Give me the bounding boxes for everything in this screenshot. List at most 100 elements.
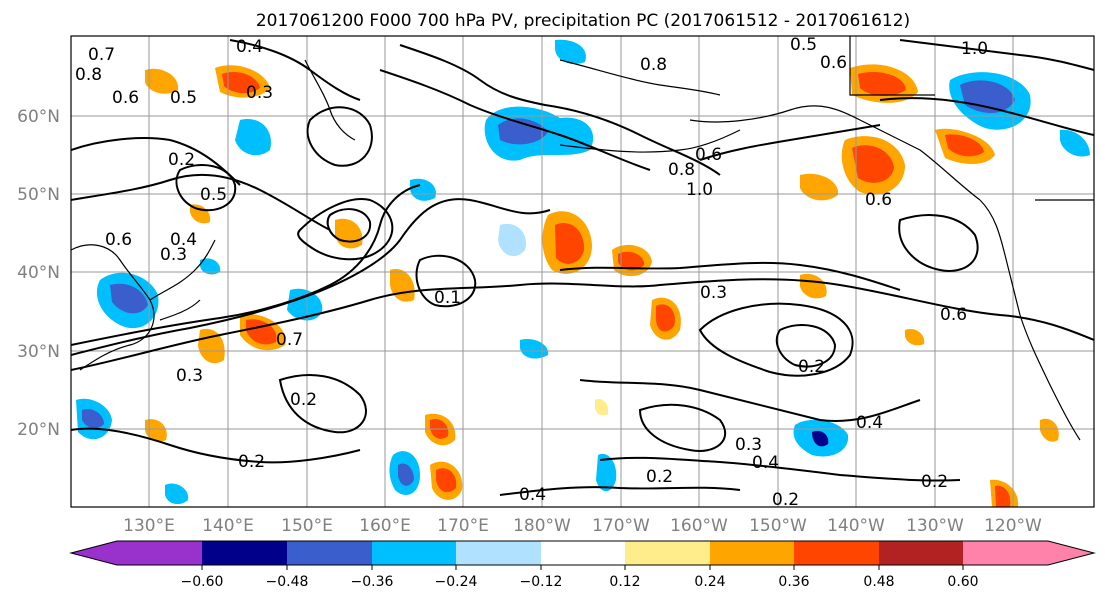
lon-label: 140°W bbox=[827, 516, 885, 536]
contour-label: 0.3 bbox=[735, 435, 762, 455]
contour-label: 0.2 bbox=[168, 150, 195, 170]
coast-west-na bbox=[979, 199, 1081, 441]
contour-9 bbox=[71, 173, 331, 231]
contour-label: 0.7 bbox=[88, 45, 115, 65]
contour-label: 0.3 bbox=[176, 366, 203, 386]
colorbar-tick-label: −0.60 bbox=[181, 574, 224, 590]
colorbar-tick-label: 0.24 bbox=[694, 574, 725, 590]
contour-label: 0.4 bbox=[752, 453, 779, 473]
contour-label: 0.5 bbox=[170, 88, 197, 108]
contour-label: 0.2 bbox=[646, 467, 673, 487]
coastlines bbox=[71, 36, 1094, 441]
contour-6 bbox=[306, 106, 373, 167]
contour-label: 0.6 bbox=[865, 190, 892, 210]
contour-label: 0.6 bbox=[820, 53, 847, 73]
contour-label: 1.0 bbox=[686, 180, 713, 200]
fill-neg-9 bbox=[596, 453, 617, 492]
lat-label: 50°N bbox=[17, 185, 60, 205]
colorbar-seg-3 bbox=[372, 541, 456, 565]
colorbar-seg-1 bbox=[202, 541, 287, 565]
colorbar-seg-7 bbox=[710, 541, 794, 565]
contour-label: 1.0 bbox=[961, 39, 988, 59]
border-canada bbox=[849, 36, 1094, 201]
fill-pos-6b bbox=[436, 468, 457, 493]
contour-8 bbox=[379, 69, 651, 171]
colorbar-seg-2 bbox=[287, 541, 372, 565]
contour-16 bbox=[579, 379, 921, 422]
fill-neg-11 bbox=[165, 483, 189, 505]
contour-label: 0.2 bbox=[921, 472, 948, 492]
contour-10 bbox=[71, 137, 241, 186]
contour-label: 0.7 bbox=[276, 330, 303, 350]
fill-pos-3b bbox=[858, 71, 906, 96]
lon-label: 120°W bbox=[984, 516, 1042, 536]
gridlines bbox=[71, 36, 1094, 507]
fill-neg-10 bbox=[498, 223, 526, 257]
contour-label: 0.5 bbox=[200, 185, 227, 205]
colorbar-tick-label: 0.48 bbox=[863, 574, 894, 590]
lon-label: 140°E bbox=[202, 516, 254, 536]
contour-label: 0.6 bbox=[940, 305, 967, 325]
contour-label: 0.3 bbox=[246, 83, 273, 103]
contour-17 bbox=[599, 456, 961, 482]
contour-1 bbox=[71, 278, 1094, 371]
coast-asia bbox=[71, 244, 155, 371]
colorbar-tick-label: −0.48 bbox=[266, 574, 309, 590]
colorbar-seg-0 bbox=[71, 541, 202, 565]
lon-label: 170°W bbox=[592, 516, 650, 536]
fill-neg-4b bbox=[82, 408, 104, 429]
fill-pos-5b bbox=[656, 304, 675, 332]
colorbar-seg-4 bbox=[456, 541, 541, 565]
fill-neg-3b bbox=[110, 283, 148, 314]
contour-23 bbox=[899, 39, 1094, 71]
colorbar-seg-9 bbox=[879, 541, 963, 565]
fill-pos-13b bbox=[995, 485, 1011, 507]
contour-21 bbox=[415, 254, 477, 308]
fill-pos-22 bbox=[905, 328, 925, 346]
lon-label: 150°E bbox=[281, 516, 333, 536]
map-title: 2017061200 F000 700 hPa PV, precipitatio… bbox=[256, 11, 910, 31]
contour-label: 0.6 bbox=[105, 230, 132, 250]
fill-pos-4b bbox=[618, 251, 645, 271]
map-frame bbox=[70, 35, 1095, 508]
contour-label: 0.8 bbox=[668, 160, 695, 180]
fill-pos-2b bbox=[852, 145, 894, 183]
coast-japan bbox=[149, 239, 216, 321]
colorbar-outline bbox=[69, 540, 1096, 566]
contour-labels: 0.4 0.3 0.6 0.5 0.7 0.8 0.2 0.3 0.6 0.8 … bbox=[75, 36, 988, 510]
fill-pos-18 bbox=[1040, 418, 1059, 442]
fill-neg-13 bbox=[555, 39, 586, 65]
fill-pos-1b bbox=[555, 222, 585, 264]
contour-label: 0.2 bbox=[238, 452, 265, 472]
colorbar: −0.60 −0.48 −0.36 −0.24 −0.12 0.12 0.24 … bbox=[69, 540, 1096, 590]
fill-neg-1b bbox=[498, 118, 548, 145]
colorbar-seg-6 bbox=[625, 541, 710, 565]
contour-4 bbox=[297, 198, 394, 261]
contour-label: 0.4 bbox=[236, 37, 263, 57]
lon-label: 130°W bbox=[906, 516, 964, 536]
contour-label: 0.2 bbox=[290, 390, 317, 410]
contour-2 bbox=[71, 198, 551, 356]
colorbar-tick-labels: −0.60 −0.48 −0.36 −0.24 −0.12 0.12 0.24 … bbox=[181, 574, 979, 590]
lon-label: 170°E bbox=[437, 516, 489, 536]
fill-pos-20 bbox=[190, 204, 211, 224]
contour-label: 0.3 bbox=[160, 245, 187, 265]
fill-neg-5b bbox=[398, 463, 414, 486]
contour-24 bbox=[879, 97, 1094, 136]
contour-label: 0.1 bbox=[434, 288, 461, 308]
contour-19 bbox=[499, 486, 741, 496]
lon-axis-labels: 130°E 140°E 150°E 160°E 170°E 180°W 170°… bbox=[123, 516, 1042, 536]
contour-label: 0.2 bbox=[772, 490, 799, 510]
fill-pos-21 bbox=[594, 398, 609, 416]
fill-neg-7 bbox=[287, 288, 323, 321]
colorbar-tick-label: −0.36 bbox=[351, 574, 394, 590]
lat-label: 60°N bbox=[17, 107, 60, 127]
lat-label: 20°N bbox=[17, 420, 60, 440]
contour-label: 0.2 bbox=[798, 357, 825, 377]
contour-5 bbox=[326, 208, 372, 243]
colorbar-seg-5 bbox=[541, 541, 625, 565]
fill-pos-11b bbox=[945, 134, 984, 157]
coast-aleutians bbox=[559, 129, 741, 153]
colorbar-seg-10 bbox=[963, 541, 1094, 565]
colorbar-tick-label: 0.36 bbox=[778, 574, 809, 590]
